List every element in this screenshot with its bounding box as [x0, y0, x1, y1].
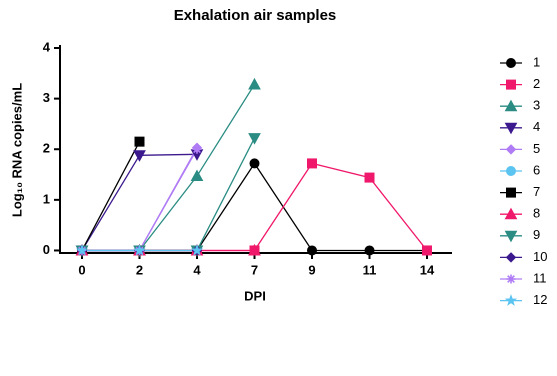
legend-marker: [504, 294, 518, 306]
data-point: [133, 150, 146, 162]
data-point: [190, 169, 204, 182]
legend-marker: [506, 166, 516, 176]
legend-label: 1: [533, 54, 540, 69]
x-tick-label: 14: [420, 262, 435, 277]
series-line: [81, 141, 141, 251]
legend-label: 12: [533, 292, 547, 307]
x-tick-label: 11: [363, 262, 377, 277]
y-axis-label: Log₁₀ RNA copies/mL: [9, 83, 24, 217]
data-point: [249, 158, 260, 169]
x-tick-label: 9: [308, 262, 315, 277]
legend-marker: [505, 252, 517, 263]
legend-marker: [505, 144, 517, 155]
legend-label: 7: [533, 184, 540, 199]
legend-label: 9: [533, 227, 540, 242]
x-axis-label: DPI: [244, 288, 266, 303]
legend-label: 3: [533, 98, 540, 113]
data-point: [133, 243, 146, 256]
y-tick-label: 1: [43, 191, 50, 206]
series-line: [82, 162, 428, 252]
y-tick-label: 3: [43, 90, 50, 105]
data-point: [307, 245, 317, 256]
legend-marker: [506, 58, 516, 68]
data-point: [248, 133, 261, 145]
legend-label: 10: [533, 249, 547, 264]
legend-marker: [504, 230, 518, 243]
legend-marker: [506, 79, 516, 90]
data-point: [364, 245, 375, 256]
series-line: [82, 148, 198, 252]
legend-label: 8: [533, 206, 540, 221]
y-tick-label: 2: [43, 141, 50, 156]
series-line: [81, 153, 198, 251]
legend-label: 5: [533, 141, 540, 156]
legend-label: 4: [533, 119, 540, 134]
data-point: [134, 136, 145, 147]
data-point: [192, 144, 202, 154]
legend-marker: [504, 99, 518, 112]
x-tick-label: 2: [136, 262, 143, 277]
data-point: [248, 243, 261, 256]
x-tick-label: 0: [78, 262, 85, 277]
legend-label: 11: [533, 270, 547, 285]
chart-title: Exhalation air samples: [174, 7, 337, 24]
y-tick-label: 0: [43, 242, 50, 257]
data-point: [248, 77, 261, 90]
x-tick-label: 4: [193, 262, 201, 277]
data-point: [75, 243, 89, 256]
series-line: [82, 162, 427, 252]
legend-label: 2: [533, 76, 540, 91]
legend-marker: [504, 122, 518, 135]
data-point: [190, 243, 204, 256]
data-point: [364, 172, 375, 183]
legend-label: 6: [533, 162, 540, 177]
data-point: [307, 158, 317, 169]
y-tick-label: 4: [43, 39, 51, 54]
series-line: [82, 84, 256, 252]
legend-marker: [504, 207, 518, 220]
legend-marker: [506, 274, 516, 284]
x-tick-label: 7: [251, 262, 258, 277]
data-point: [422, 245, 432, 256]
legend-marker: [506, 187, 516, 198]
